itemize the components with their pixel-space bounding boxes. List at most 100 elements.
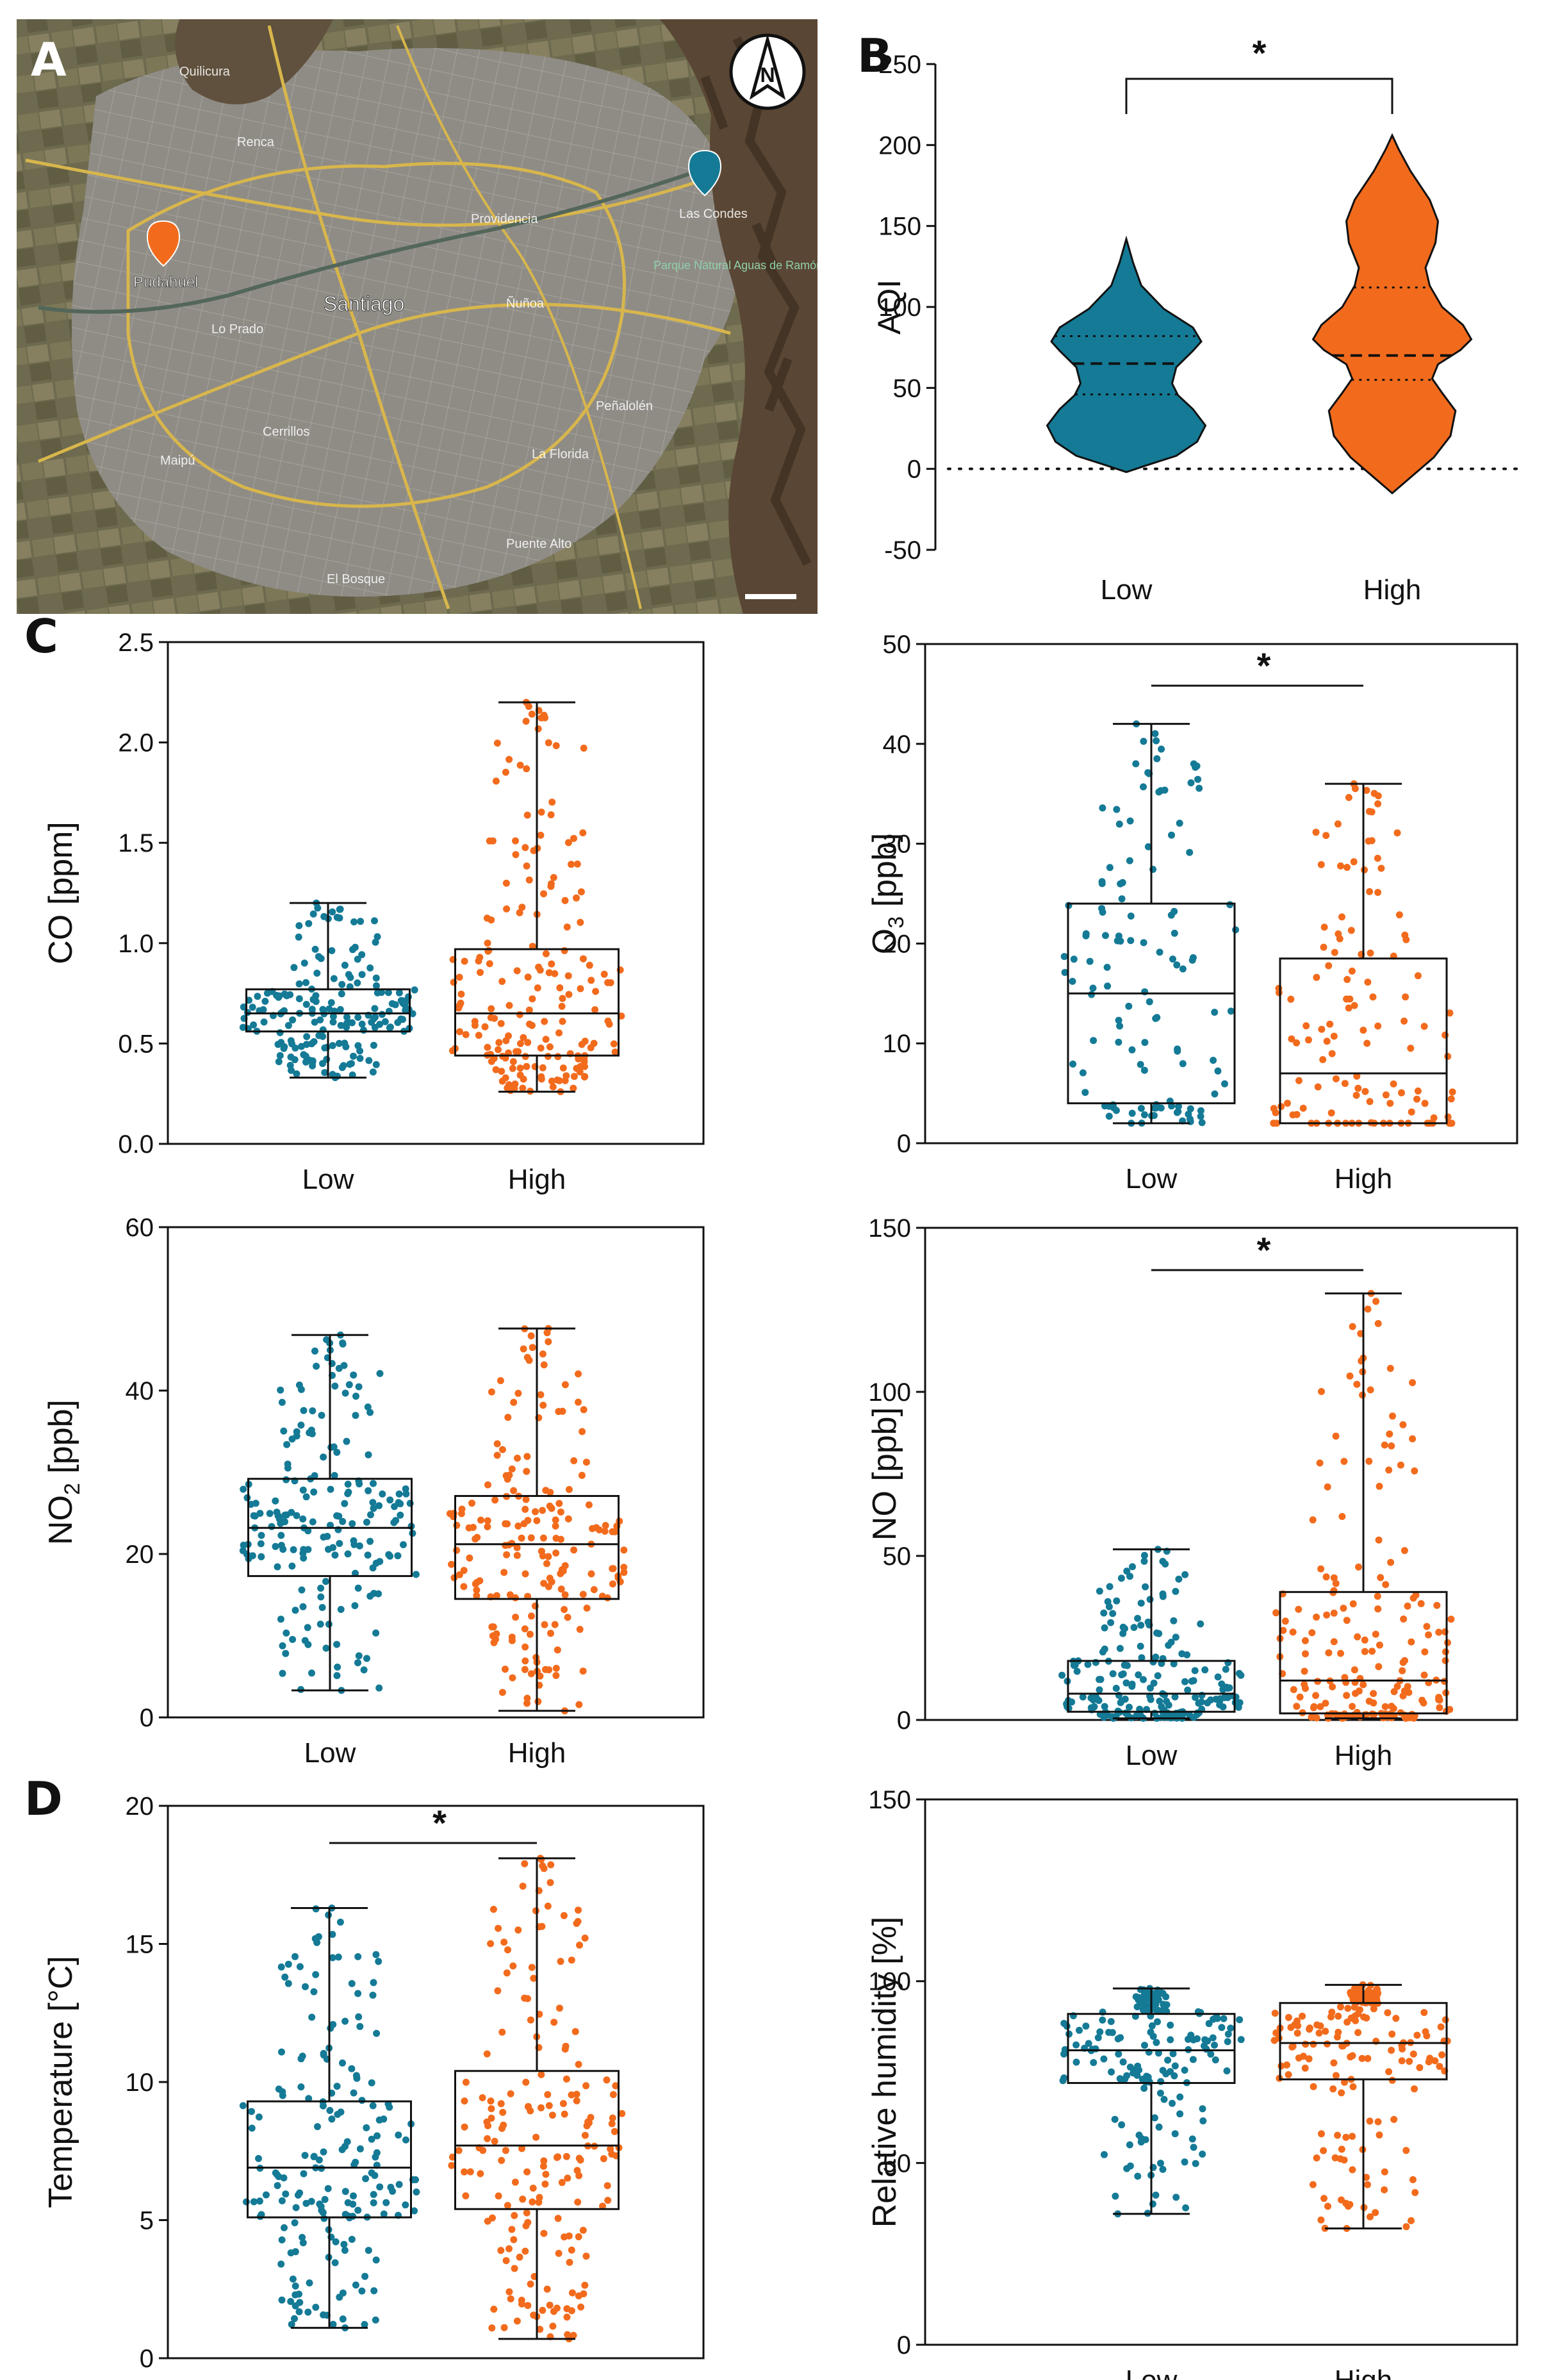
no2-data-point bbox=[302, 1493, 310, 1501]
temp-data-point bbox=[296, 2299, 304, 2306]
rh-data-point bbox=[1318, 2130, 1325, 2138]
co-data-point bbox=[523, 862, 530, 870]
no-data-point bbox=[1447, 1616, 1455, 1623]
co-data-point bbox=[525, 1006, 533, 1014]
no2-data-point bbox=[514, 1522, 522, 1530]
no-data-point bbox=[1337, 1649, 1344, 1657]
no2-data-point bbox=[311, 1347, 318, 1355]
temp-data-point bbox=[329, 2320, 337, 2328]
no2-data-point bbox=[533, 1517, 541, 1525]
rh-data-point bbox=[1156, 2089, 1164, 2097]
no-data-point bbox=[1109, 1610, 1117, 1617]
rh-data-point bbox=[1367, 2213, 1374, 2220]
o3-data-point bbox=[1327, 1109, 1335, 1117]
temp-data-point bbox=[497, 2100, 505, 2108]
no2-data-point bbox=[488, 1388, 495, 1396]
temp-data-point bbox=[575, 1906, 582, 1914]
no2-data-point bbox=[565, 1485, 573, 1493]
co-data-point bbox=[558, 1002, 566, 1010]
no-data-point bbox=[1073, 1667, 1081, 1675]
rh-data-point bbox=[1096, 2028, 1104, 2036]
temp-data-point bbox=[350, 2089, 357, 2097]
no2-data-point bbox=[523, 1453, 531, 1460]
map-place-label: Maipú bbox=[160, 454, 195, 468]
co-data-point bbox=[374, 933, 381, 941]
o3-data-point bbox=[1102, 932, 1109, 939]
temp-data-point bbox=[402, 2136, 409, 2144]
no2-data-point bbox=[397, 1511, 404, 1519]
rh-data-point bbox=[1199, 2151, 1206, 2158]
co-data-point bbox=[513, 1048, 520, 1055]
rh-data-point bbox=[1211, 2042, 1218, 2049]
no2-data-point bbox=[513, 1551, 521, 1559]
o3-data-point bbox=[1189, 954, 1197, 961]
rh-data-point bbox=[1285, 2071, 1292, 2078]
no2-ytick-label: 0 bbox=[140, 1704, 154, 1732]
temp-data-point bbox=[612, 2082, 620, 2090]
no-data-point bbox=[1128, 1680, 1136, 1688]
no-data-point bbox=[1140, 1551, 1148, 1559]
co-data-point bbox=[456, 973, 463, 981]
no2-data-point bbox=[363, 1518, 370, 1526]
no2-data-point bbox=[561, 1381, 569, 1389]
rh-data-point bbox=[1294, 2022, 1302, 2029]
co-data-point bbox=[349, 946, 356, 954]
temp-data-point bbox=[550, 2019, 558, 2026]
no-data-point bbox=[1318, 1388, 1325, 1395]
no-data-point bbox=[1155, 1630, 1163, 1637]
no-data-point bbox=[1165, 1642, 1172, 1649]
no-data-point bbox=[1360, 1681, 1367, 1689]
temp-data-point bbox=[462, 2078, 470, 2086]
co-data-point bbox=[378, 1011, 386, 1018]
co-data-point bbox=[370, 1041, 377, 1049]
no-data-point bbox=[1382, 1581, 1390, 1589]
temp-data-point bbox=[571, 2028, 579, 2035]
no2-data-point bbox=[588, 1570, 595, 1578]
no2-data-point bbox=[341, 1389, 349, 1397]
no2-data-point bbox=[472, 1580, 479, 1588]
rh-data-point bbox=[1138, 2000, 1146, 2008]
no-data-point bbox=[1214, 1673, 1222, 1681]
temp-data-point bbox=[344, 2199, 352, 2206]
o3-data-point bbox=[1140, 783, 1147, 791]
co-data-point bbox=[337, 1021, 345, 1029]
co-data-point bbox=[545, 969, 553, 977]
co-data-point bbox=[341, 1039, 349, 1047]
no2-data-point bbox=[354, 1659, 361, 1667]
rh-data-point bbox=[1347, 2053, 1354, 2061]
co-data-point bbox=[336, 905, 343, 913]
co-data-point bbox=[579, 955, 587, 963]
co-data-point bbox=[518, 904, 526, 911]
no2-x-label: High bbox=[508, 1737, 566, 1769]
no-data-point bbox=[1404, 1602, 1411, 1610]
rh-data-point bbox=[1335, 2012, 1342, 2020]
rh-data-point bbox=[1159, 2067, 1167, 2074]
aqi-ytick-label: 0 bbox=[907, 456, 921, 484]
o3-data-point bbox=[1153, 737, 1160, 745]
co-data-point bbox=[457, 990, 465, 998]
co-data-point bbox=[559, 1064, 567, 1072]
temp-data-point bbox=[568, 2289, 576, 2297]
no2-data-point bbox=[386, 1496, 394, 1504]
no-data-point bbox=[1171, 1693, 1179, 1701]
rh-data-point bbox=[1341, 2078, 1348, 2086]
no2-data-point bbox=[561, 1606, 568, 1614]
co-data-point bbox=[540, 890, 547, 898]
temp-data-point bbox=[243, 2198, 250, 2206]
o3-data-point bbox=[1151, 1104, 1158, 1112]
rh-data-point bbox=[1315, 2029, 1323, 2037]
rh-data-point bbox=[1160, 2001, 1167, 2008]
co-data-point bbox=[498, 978, 506, 985]
o3-data-point bbox=[1275, 984, 1283, 992]
no2-data-point bbox=[352, 1392, 359, 1400]
rh-data-point bbox=[1306, 2024, 1313, 2032]
o3-data-point bbox=[1070, 955, 1078, 963]
temp-data-point bbox=[327, 2024, 334, 2032]
rh-data-point bbox=[1237, 2036, 1245, 2044]
o3-data-point bbox=[1214, 1067, 1222, 1075]
temp-data-point bbox=[368, 2079, 375, 2087]
no2-data-point bbox=[620, 1569, 628, 1576]
co-data-point bbox=[310, 1038, 318, 1045]
o3-data-point bbox=[1374, 889, 1382, 897]
no2-ytick-label: 60 bbox=[126, 1214, 154, 1242]
